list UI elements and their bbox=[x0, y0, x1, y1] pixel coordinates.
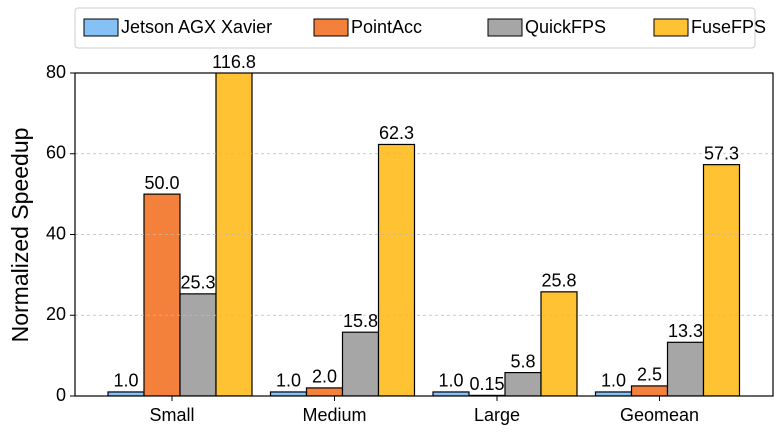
y-tick-label: 60 bbox=[46, 143, 66, 163]
value-label: 1.0 bbox=[276, 371, 301, 391]
value-label: 0.15 bbox=[469, 374, 504, 394]
value-label: 13.3 bbox=[668, 321, 703, 341]
bar bbox=[432, 391, 470, 396]
bar bbox=[107, 391, 145, 396]
bar bbox=[702, 164, 741, 396]
legend-swatch bbox=[83, 18, 119, 37]
bar bbox=[143, 193, 181, 396]
legend-label: PointAcc bbox=[351, 17, 422, 37]
value-label: 1.0 bbox=[601, 371, 626, 391]
value-label: 116.8 bbox=[212, 52, 256, 72]
bar bbox=[179, 293, 217, 396]
plot-frame bbox=[74, 72, 774, 397]
x-tick-label: Large bbox=[474, 405, 520, 425]
y-tick-label: 0 bbox=[56, 385, 66, 405]
value-label: 1.0 bbox=[113, 371, 138, 391]
y-axis-label: Normalized Speedup bbox=[7, 128, 33, 343]
bar bbox=[666, 341, 705, 396]
bar bbox=[540, 291, 578, 396]
legend bbox=[74, 7, 756, 49]
value-label: 62.3 bbox=[379, 123, 414, 143]
x-tick-label: Medium bbox=[302, 405, 366, 425]
x-tick-label: Geomean bbox=[620, 405, 699, 425]
legend-label: FuseFPS bbox=[691, 17, 766, 37]
legend-label: QuickFPS bbox=[525, 17, 606, 37]
legend-label: Jetson AGX Xavier bbox=[121, 17, 272, 37]
value-label: 50.0 bbox=[144, 173, 179, 193]
value-label: 57.3 bbox=[704, 143, 739, 163]
value-label: 2.5 bbox=[637, 365, 662, 385]
legend-swatch bbox=[487, 18, 523, 37]
value-label: 15.8 bbox=[343, 311, 378, 331]
value-label: 1.0 bbox=[438, 371, 463, 391]
bar bbox=[269, 391, 308, 396]
value-label: 25.3 bbox=[180, 273, 215, 293]
y-tick-label: 40 bbox=[46, 223, 66, 243]
bar bbox=[377, 143, 416, 396]
value-label: 5.8 bbox=[510, 351, 535, 371]
value-label: 2.0 bbox=[312, 367, 337, 387]
bar bbox=[341, 331, 380, 396]
bar bbox=[305, 387, 344, 396]
y-tick-label: 80 bbox=[46, 62, 66, 82]
y-tick-label: 20 bbox=[46, 304, 66, 324]
legend-swatch bbox=[653, 18, 689, 37]
bar bbox=[630, 385, 669, 396]
legend-swatch bbox=[313, 18, 349, 37]
bar bbox=[594, 391, 633, 396]
x-tick-label: Small bbox=[149, 405, 194, 425]
bar bbox=[504, 371, 542, 396]
value-label: 25.8 bbox=[541, 271, 576, 291]
